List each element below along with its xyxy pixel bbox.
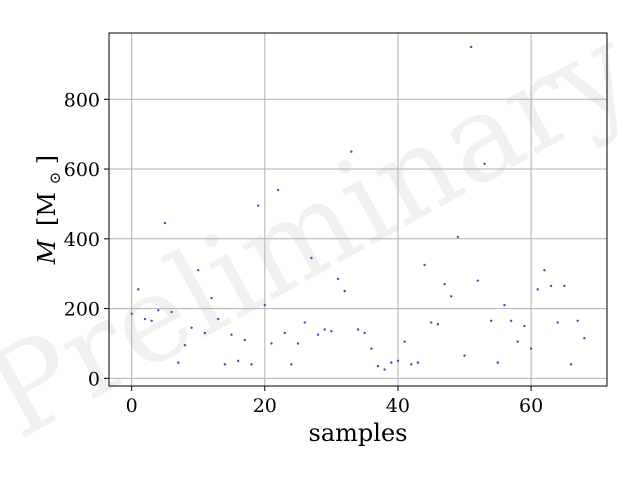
data-point bbox=[216, 317, 220, 321]
data-point bbox=[303, 321, 306, 324]
data-point bbox=[489, 319, 493, 322]
data-point bbox=[177, 361, 180, 364]
data-point bbox=[350, 150, 353, 153]
data-point bbox=[549, 284, 553, 288]
data-point bbox=[150, 319, 153, 322]
data-point bbox=[163, 221, 167, 225]
data-point bbox=[450, 295, 453, 298]
y-axis-label-main: M bbox=[33, 238, 61, 265]
data-point bbox=[236, 359, 240, 363]
data-point bbox=[430, 321, 433, 324]
data-point bbox=[469, 45, 473, 49]
data-point bbox=[356, 328, 360, 331]
data-point bbox=[576, 319, 579, 322]
y-tick-label: 400 bbox=[64, 229, 100, 251]
y-axis-label-unit: [M bbox=[33, 192, 61, 226]
data-point bbox=[376, 364, 380, 368]
y-tick-label: 0 bbox=[88, 368, 100, 390]
data-point bbox=[569, 363, 573, 366]
data-point bbox=[476, 279, 480, 282]
data-point bbox=[183, 343, 187, 347]
data-point bbox=[443, 282, 446, 286]
data-point bbox=[516, 340, 519, 343]
data-point bbox=[143, 317, 147, 321]
data-point bbox=[383, 368, 386, 371]
data-point bbox=[137, 288, 140, 291]
data-point bbox=[330, 330, 333, 333]
data-point bbox=[323, 328, 326, 331]
data-point bbox=[256, 204, 260, 207]
data-point bbox=[423, 263, 426, 267]
data-point bbox=[523, 324, 526, 328]
data-point bbox=[130, 312, 133, 315]
data-point bbox=[483, 162, 486, 166]
data-point bbox=[396, 359, 400, 363]
x-axis-label: samples bbox=[309, 419, 408, 447]
data-point bbox=[463, 354, 466, 357]
data-point bbox=[563, 284, 566, 288]
x-tick-label: 40 bbox=[386, 395, 410, 417]
y-tick-label: 600 bbox=[64, 159, 100, 181]
data-point bbox=[190, 326, 193, 329]
data-point bbox=[276, 188, 280, 192]
data-point bbox=[343, 289, 346, 293]
data-point bbox=[503, 303, 506, 307]
x-tick-label: 20 bbox=[253, 395, 277, 417]
data-point bbox=[556, 321, 559, 324]
y-axis-label-sub: ⊙ bbox=[46, 172, 64, 185]
data-point bbox=[536, 288, 539, 291]
x-tick-label: 60 bbox=[519, 395, 543, 417]
data-point bbox=[456, 235, 460, 239]
data-point bbox=[403, 340, 406, 343]
data-point bbox=[170, 310, 173, 314]
data-point bbox=[310, 256, 313, 260]
data-point bbox=[509, 319, 513, 322]
data-point bbox=[416, 361, 420, 364]
data-point bbox=[370, 347, 373, 350]
y-axis-label-close: ] bbox=[33, 155, 61, 164]
data-point bbox=[363, 331, 366, 335]
data-points bbox=[130, 45, 586, 371]
data-point bbox=[243, 338, 247, 342]
data-point bbox=[230, 333, 233, 336]
data-point bbox=[250, 363, 253, 366]
data-point bbox=[210, 296, 213, 300]
grid bbox=[109, 33, 607, 386]
data-point bbox=[203, 331, 207, 335]
data-point bbox=[283, 331, 286, 335]
data-point bbox=[197, 268, 200, 272]
data-point bbox=[316, 333, 320, 336]
plot-frame bbox=[108, 32, 608, 387]
data-point bbox=[436, 323, 440, 326]
x-tick-label: 0 bbox=[126, 395, 138, 417]
y-tick-label: 200 bbox=[64, 299, 100, 321]
data-point bbox=[290, 363, 293, 366]
data-point bbox=[410, 363, 413, 366]
data-point bbox=[496, 361, 500, 364]
data-point bbox=[543, 268, 546, 272]
y-tick-label: 800 bbox=[64, 89, 100, 111]
data-point bbox=[157, 309, 160, 312]
data-point bbox=[270, 342, 273, 345]
data-point bbox=[223, 363, 227, 366]
data-point bbox=[390, 361, 393, 364]
data-point bbox=[263, 303, 266, 307]
data-point bbox=[583, 337, 586, 340]
data-point bbox=[529, 347, 533, 350]
y-axis-label: M [M ⊙ ] bbox=[33, 155, 66, 265]
data-point bbox=[296, 342, 300, 345]
data-point bbox=[336, 277, 340, 281]
